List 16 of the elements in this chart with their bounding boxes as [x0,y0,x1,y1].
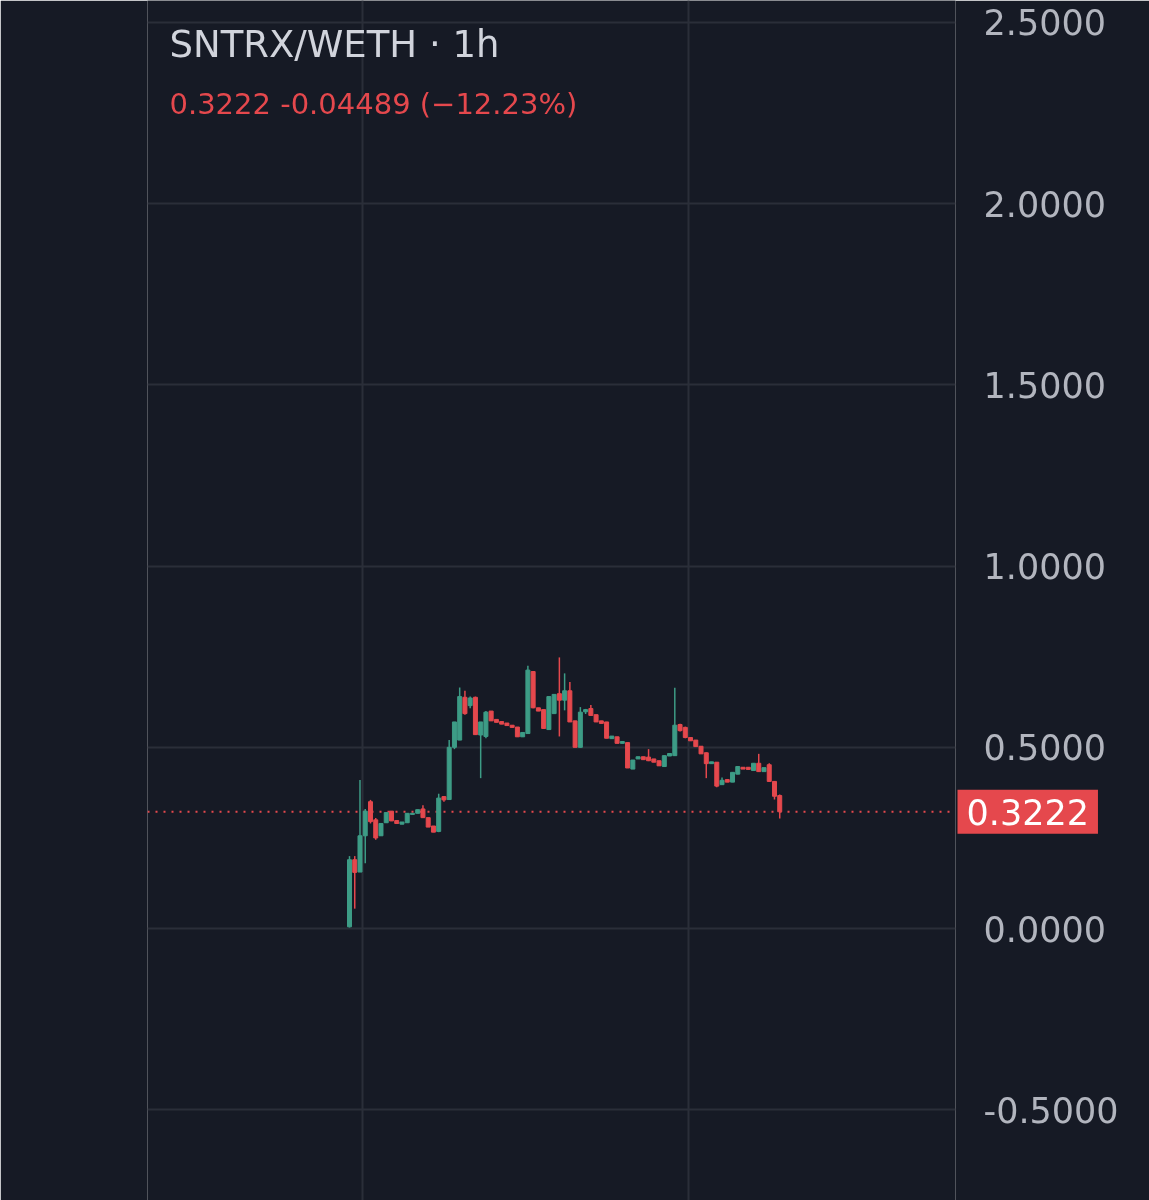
candlestick [562,672,568,712]
text: 0.3222 -0.04489 (−12.23%) [169,86,578,121]
y-tick-label: 0.0000 [983,909,1106,950]
y-tick-label: 0.5000 [983,728,1106,769]
y-tick-label: 1.5000 [983,365,1106,406]
candlestick [462,690,468,716]
candlestick [556,656,562,738]
y-tick-label: 2.5000 [983,3,1106,44]
y-tick-label: 1.0000 [983,547,1106,588]
candlestick [756,753,762,773]
y-tick-label: -0.5000 [983,1090,1119,1131]
candlestick [714,761,720,788]
y-tick-label: 2.0000 [983,184,1106,225]
text: SNTRX/WETH · 1h [169,23,500,66]
candlestick [352,855,358,910]
ref-line-label: 0.3222 [966,792,1089,833]
